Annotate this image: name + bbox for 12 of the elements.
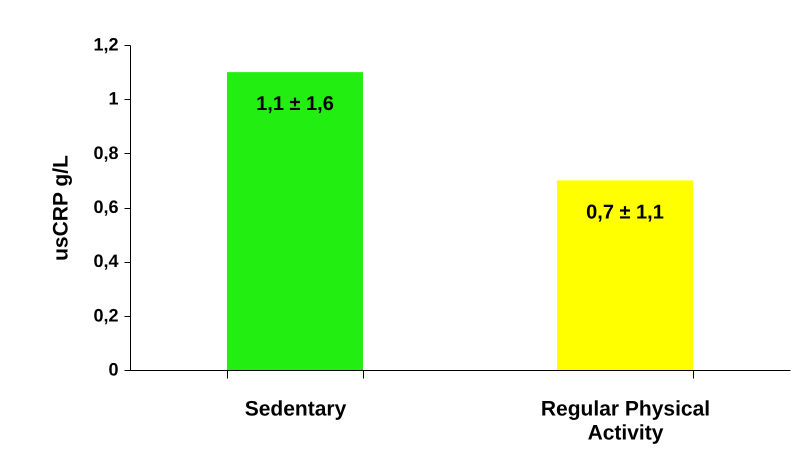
x-tick-label: Sedentary [244, 398, 347, 420]
y-tick-label: 0,4 [93, 251, 118, 272]
y-tick-label: 1 [108, 88, 118, 109]
y-tick-label: 0,6 [93, 197, 118, 217]
y-tick-label: 0,2 [93, 305, 118, 326]
y-tick-label: 0,8 [93, 142, 118, 163]
y-axis-title: usCRP g/L [49, 154, 72, 261]
data-label: 1,1 ± 1,6 [256, 93, 334, 116]
x-tick-label: Regular Physical Activity [540, 398, 710, 444]
data-label: 0,7 ± 1,1 [586, 201, 664, 224]
y-tick-label: 1,2 [93, 34, 118, 54]
y-tick-label: 0 [108, 360, 118, 380]
